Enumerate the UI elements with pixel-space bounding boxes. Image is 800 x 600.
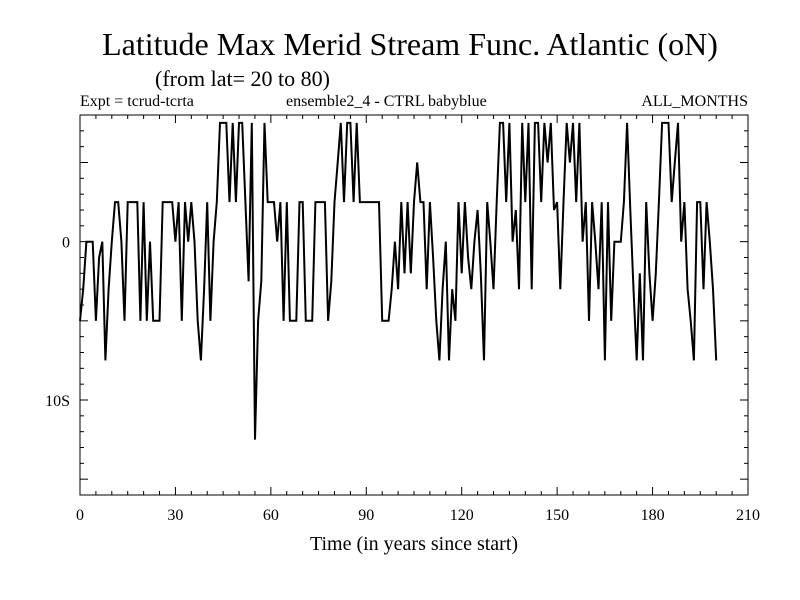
axis-ticks [79, 114, 749, 496]
months-label: ALL_MONTHS [641, 93, 748, 110]
plot-frame [79, 114, 749, 496]
chart-subtitle: (from lat= 20 to 80) [155, 66, 330, 91]
x-tick-label: 30 [167, 507, 183, 524]
y-tick-label: 0 [62, 235, 70, 252]
x-tick-label: 90 [358, 507, 374, 524]
ensemble-label: ensemble2_4 - CTRL babyblue [286, 93, 487, 110]
x-tick-label: 180 [641, 507, 665, 524]
x-tick-label: 120 [450, 507, 474, 524]
x-tick-label: 210 [736, 507, 760, 524]
chart-title: Latitude Max Merid Stream Func. Atlantic… [102, 26, 718, 62]
axis-tick-labels: 0 30 60 90 120 150 180 210 0 10S [45, 235, 760, 524]
experiment-label: Expt = tcrud-tcrta [80, 93, 194, 110]
y-tick-label: 10S [45, 393, 70, 410]
x-tick-label: 60 [263, 507, 279, 524]
x-tick-label: 0 [76, 507, 84, 524]
x-tick-label: 150 [545, 507, 569, 524]
series-line [79, 121, 718, 440]
x-axis-label: Time (in years since start) [310, 533, 518, 555]
